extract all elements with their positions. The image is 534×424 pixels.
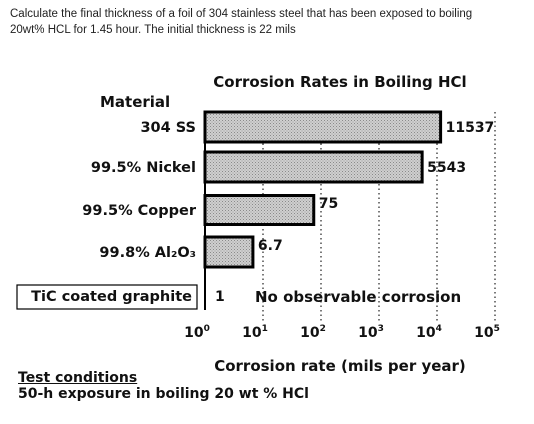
question-line-1: Calculate the final thickness of a foil …: [10, 8, 473, 20]
x-tick-label: 101: [242, 324, 268, 341]
x-tick-label: 100: [184, 324, 210, 341]
no-corrosion-annotation: No observable corrosion: [255, 288, 461, 306]
test-conditions: Test conditions 50-h exposure in boiling…: [18, 370, 309, 402]
category-labels: 304 SS 99.5% Nickel 99.5% Copper 99.8% Al₂O…: [31, 120, 197, 305]
category-label: 99.5% Copper: [82, 203, 197, 219]
x-tick-label: 104: [416, 324, 442, 341]
question-line-2: 20wt% HCL for 1.45 hour. The initial thi…: [10, 24, 296, 36]
category-label: TiC coated graphite: [31, 289, 192, 305]
bar: [203, 110, 443, 144]
x-tick-label: 105: [474, 324, 500, 341]
category-label: 99.5% Nickel: [91, 160, 196, 176]
test-conditions-heading: Test conditions: [18, 370, 138, 386]
x-tick-labels: 100 101 102 103 104 105: [184, 324, 500, 341]
bar: [203, 235, 255, 269]
tic-label-box: [16, 284, 198, 310]
bar: [203, 150, 424, 184]
bar: [203, 194, 316, 226]
value-labels: 11537 5543 75 6.7 1: [215, 120, 494, 305]
question-text: Calculate the final thickness of a foil …: [10, 6, 520, 38]
chart-title: Corrosion Rates in Boiling HCl: [213, 73, 466, 91]
x-axis-label: Corrosion rate (mils per year): [214, 357, 466, 375]
category-label: 304 SS: [140, 120, 196, 136]
value-label: 5543: [427, 160, 466, 176]
category-label: 99.8% Al₂O₃: [99, 245, 196, 261]
value-label: 11537: [446, 120, 495, 136]
category-header: Material: [100, 93, 170, 111]
value-label: 6.7: [258, 238, 283, 254]
value-label: 1: [215, 289, 225, 305]
x-tick-label: 103: [358, 324, 384, 341]
x-tick-label: 102: [300, 324, 326, 341]
bars-group: [203, 110, 443, 269]
value-label: 75: [319, 196, 338, 212]
test-conditions-detail: 50-h exposure in boiling 20 wt % HCl: [18, 386, 309, 402]
